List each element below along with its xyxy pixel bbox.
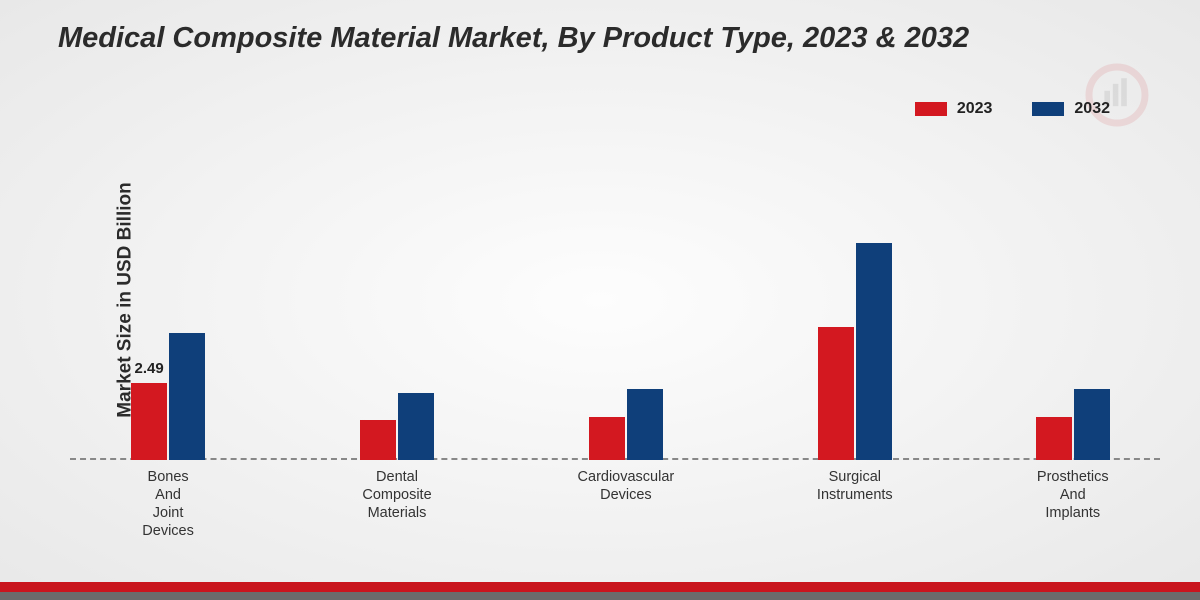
bar xyxy=(169,333,205,460)
bar-group xyxy=(818,243,892,460)
bar xyxy=(627,389,663,460)
bar xyxy=(856,243,892,460)
bar xyxy=(1074,389,1110,460)
legend-label-2023: 2023 xyxy=(957,100,993,118)
footer-bar xyxy=(0,582,1200,600)
bar xyxy=(1036,417,1072,460)
bar xyxy=(131,383,167,460)
plot-area: 2.49 xyxy=(70,150,1160,460)
legend-item-2023: 2023 xyxy=(915,100,993,118)
bar xyxy=(818,327,854,460)
bar xyxy=(398,393,434,460)
footer-grey-band xyxy=(0,592,1200,600)
chart-title: Medical Composite Material Market, By Pr… xyxy=(58,22,969,55)
x-axis-label: Surgical Instruments xyxy=(817,468,893,504)
bar-group xyxy=(360,393,434,460)
x-axis-label: Bones And Joint Devices xyxy=(142,468,194,541)
x-axis-label: Cardiovascular Devices xyxy=(578,468,675,504)
legend-swatch-2023 xyxy=(915,102,947,116)
bar xyxy=(589,417,625,460)
bar-group xyxy=(589,389,663,460)
x-axis-label: Prosthetics And Implants xyxy=(1037,468,1109,522)
bar xyxy=(360,420,396,460)
data-label: 2.49 xyxy=(134,360,163,377)
x-axis-label: Dental Composite Materials xyxy=(362,468,431,522)
legend: 2023 2032 xyxy=(915,100,1110,118)
footer-red-band xyxy=(0,582,1200,592)
legend-label-2032: 2032 xyxy=(1074,100,1110,118)
legend-item-2032: 2032 xyxy=(1032,100,1110,118)
watermark-logo-icon xyxy=(1082,60,1152,130)
legend-swatch-2032 xyxy=(1032,102,1064,116)
bar-group xyxy=(131,333,205,460)
bar-group xyxy=(1036,389,1110,460)
